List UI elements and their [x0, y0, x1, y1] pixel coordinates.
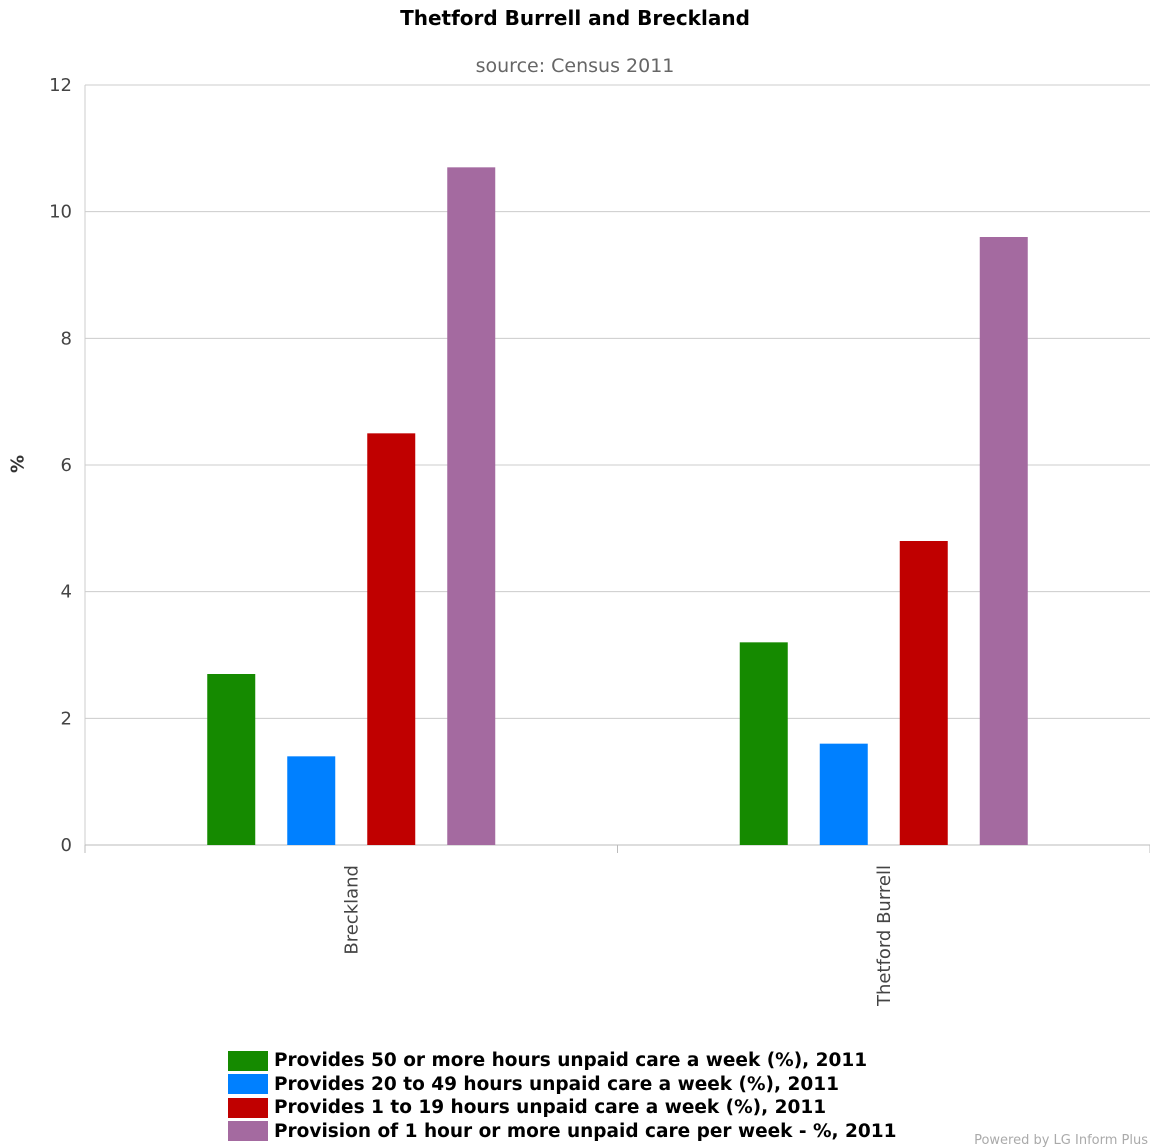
legend-label: Provides 50 or more hours unpaid care a … [274, 1050, 868, 1072]
bar-1 [739, 642, 788, 845]
bar-2 [287, 756, 336, 845]
bar-1 [207, 674, 256, 845]
legend-item: Provides 1 to 19 hours unpaid care a wee… [228, 1096, 897, 1120]
legend-swatch [228, 1050, 268, 1071]
y-tick-label: 8 [61, 328, 72, 349]
legend-item: Provides 50 or more hours unpaid care a … [228, 1049, 897, 1073]
legend-swatch [228, 1097, 268, 1118]
legend-item: Provides 20 to 49 hours unpaid care a we… [228, 1073, 897, 1097]
y-tick-label: 4 [61, 582, 72, 603]
legend-swatch [228, 1121, 268, 1142]
x-category-label: Breckland [341, 865, 362, 955]
y-tick-label: 10 [49, 202, 72, 223]
chart-title: Thetford Burrell and Breckland [400, 6, 750, 30]
bar-4 [979, 237, 1028, 845]
credit-text: Powered by LG Inform Plus [974, 1133, 1148, 1148]
y-tick-label: 12 [49, 75, 72, 96]
bar-3 [367, 433, 416, 845]
legend-item: Provision of 1 hour or more unpaid care … [228, 1120, 897, 1144]
legend-label: Provides 20 to 49 hours unpaid care a we… [274, 1073, 839, 1095]
y-tick-label: 2 [61, 708, 72, 729]
bar-2 [819, 743, 868, 845]
legend: Provides 50 or more hours unpaid care a … [228, 1049, 897, 1143]
y-tick-label: 6 [61, 455, 72, 476]
y-tick-label: 0 [61, 835, 72, 856]
x-category-label: Thetford Burrell [874, 865, 895, 1007]
bar-4 [447, 167, 496, 846]
chart-subtitle: source: Census 2011 [475, 55, 675, 77]
bar-3 [899, 541, 948, 845]
legend-swatch [228, 1074, 268, 1095]
legend-label: Provision of 1 hour or more unpaid care … [274, 1120, 897, 1142]
legend-label: Provides 1 to 19 hours unpaid care a wee… [274, 1097, 827, 1119]
